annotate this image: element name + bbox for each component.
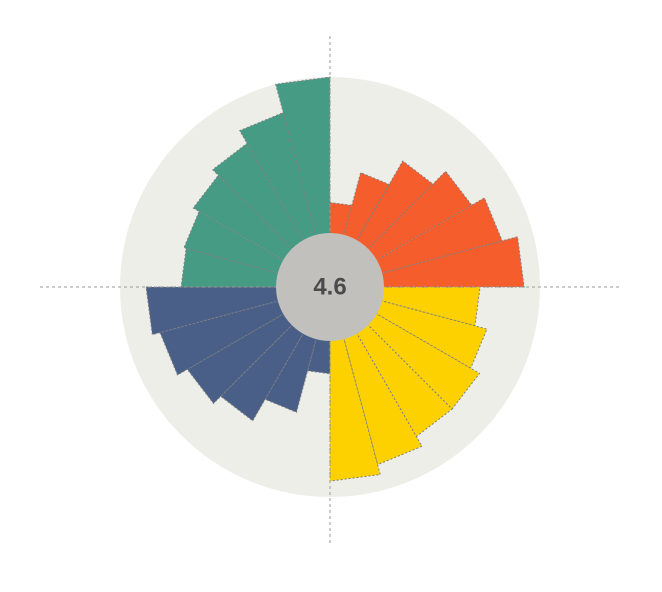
center-circle — [276, 233, 384, 341]
bars-layer — [145, 76, 525, 482]
center-value-label: 4.6 — [313, 274, 346, 301]
